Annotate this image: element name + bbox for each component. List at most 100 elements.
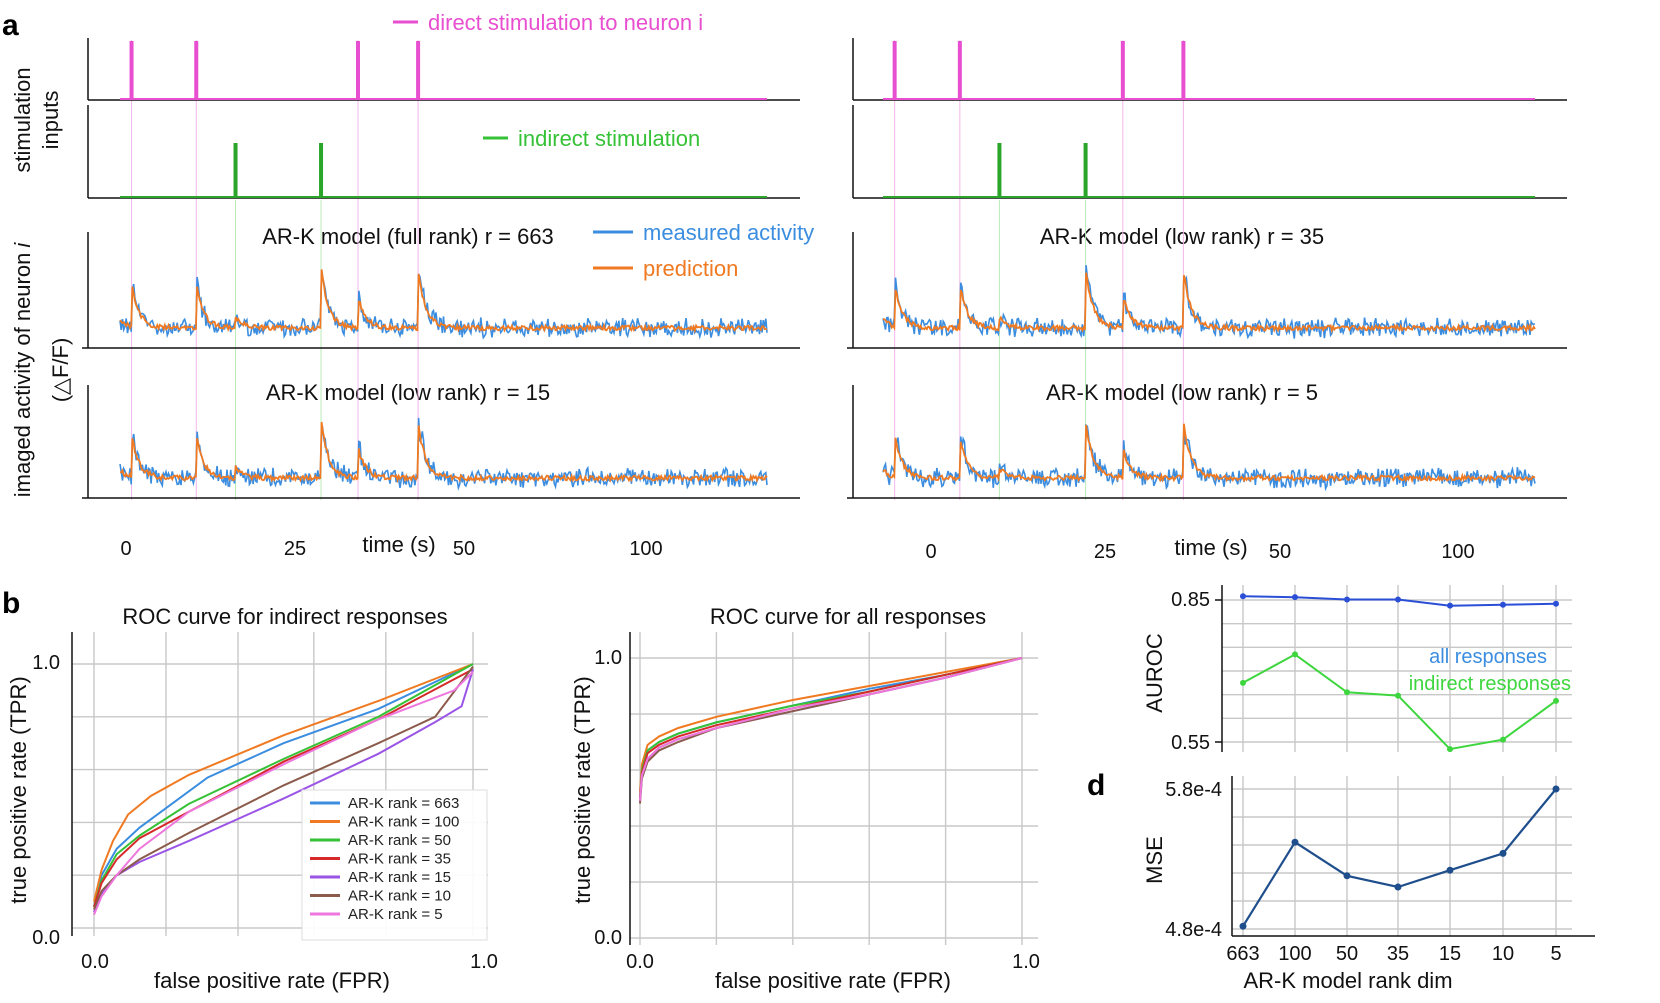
panel-b-label: b (2, 587, 20, 620)
panel-d: d 5.8e-4 4.8e-4 MSE AR-K model rank dim … (1087, 769, 1595, 993)
mse-xtick: 15 (1439, 943, 1461, 965)
title-r35: AR-K model (low rank) r = 35 (1040, 224, 1324, 249)
mse-ytick-top: 5.8e-4 (1165, 779, 1222, 801)
auroc-point (1292, 594, 1298, 601)
roc-indirect-ylabel: true positive rate (TPR) (6, 676, 31, 903)
roc-legend-label: AR-K rank = 35 (348, 851, 451, 868)
panel-c: 0.85 0.55 AUROC all responses indirect r… (1142, 585, 1572, 754)
auroc-point (1292, 651, 1298, 658)
activity-traces (82, 232, 1567, 499)
roc-all-xtick-right: 1.0 (1012, 951, 1040, 973)
roc-curve-10 (93, 665, 474, 910)
mse-xtick: 50 (1336, 943, 1358, 965)
mse-ylabel: MSE (1142, 836, 1167, 884)
roc-legend-label: AR-K rank = 663 (348, 795, 459, 812)
roc-all-ytick-top: 1.0 (594, 647, 622, 669)
auroc-legend-indirect: indirect responses (1409, 673, 1571, 695)
roc-all-ytick-bottom: 0.0 (594, 927, 622, 949)
roc-indirect-ytick-bottom: 0.0 (32, 927, 60, 949)
indirect-stim-trace (120, 143, 767, 198)
title-r15: AR-K model (low rank) r = 15 (266, 380, 550, 405)
auroc-legend-all: all responses (1429, 646, 1547, 668)
panel-a: a stimulation inputs imaged activity of … (2, 9, 1567, 563)
auroc-point (1344, 689, 1350, 696)
mse-line (1242, 788, 1557, 927)
prediction-trace (120, 421, 768, 484)
prediction-trace (882, 423, 1536, 484)
mse-point (1499, 849, 1507, 857)
stimulus-traces (87, 38, 1567, 500)
auroc-point (1395, 692, 1401, 699)
auroc-point (1500, 736, 1506, 743)
roc-curve-100 (93, 663, 474, 902)
auroc-point (1553, 697, 1559, 704)
auroc-point (1240, 593, 1246, 600)
stim-ylabel-line2: inputs (38, 91, 63, 150)
roc-legend-label: AR-K rank = 50 (348, 832, 451, 849)
mse-xtick: 10 (1492, 943, 1514, 965)
direct-stim-trace (120, 41, 767, 100)
roc-indirect-xlabel: false positive rate (FPR) (154, 968, 390, 993)
roc-indirect-xtick-right: 1.0 (470, 951, 498, 973)
mse-point (1239, 922, 1247, 930)
mse-xtick: 100 (1278, 943, 1311, 965)
roc-all-xtick-left: 0.0 (626, 951, 654, 973)
roc-curve-5 (93, 671, 474, 916)
mse-plot (1231, 776, 1595, 937)
roc-indirect-ytick-top: 1.0 (32, 652, 60, 674)
xtick-left-100: 100 (629, 538, 662, 560)
auroc-plot (1215, 585, 1572, 753)
title-r5: AR-K model (low rank) r = 5 (1046, 380, 1318, 405)
roc-all-xlabel: false positive rate (FPR) (715, 968, 951, 993)
auroc-point (1344, 596, 1350, 603)
auroc-point (1447, 746, 1453, 753)
legend-indirect-label: indirect stimulation (518, 126, 700, 151)
panel-a-label: a (2, 9, 19, 42)
xtick-left-25: 25 (284, 538, 306, 560)
roc-legend-label: AR-K rank = 5 (348, 906, 443, 923)
mse-xtick: 35 (1387, 943, 1409, 965)
roc-all-ylabel: true positive rate (TPR) (570, 676, 595, 903)
measured-activity-trace (882, 423, 1536, 492)
roc-curve-5 (639, 657, 1023, 801)
legend-direct-label: direct stimulation to neuron i (428, 10, 703, 35)
xtick-right-100: 100 (1441, 541, 1474, 563)
auroc-line-indirect-responses (1242, 653, 1557, 751)
prediction-trace (119, 269, 768, 334)
roc-all-plot (629, 632, 1038, 945)
mse-point (1446, 866, 1454, 874)
xlabel-right: time (s) (1174, 535, 1247, 560)
measured-activity-trace (119, 417, 768, 491)
roc-curve-50 (639, 657, 1023, 799)
panel-b: b ROC curve for indirect responses 1.0 0… (2, 587, 1040, 993)
roc-indirect-title: ROC curve for indirect responses (122, 604, 447, 629)
indirect-stim-trace (883, 143, 1535, 198)
roc-all-title: ROC curve for all responses (710, 604, 986, 629)
roc-indirect-xtick-left: 0.0 (81, 951, 109, 973)
xtick-left-0: 0 (120, 538, 131, 560)
xtick-right-25: 25 (1094, 541, 1116, 563)
mse-xlabel: AR-K model rank dim (1243, 968, 1452, 993)
xlabel-left: time (s) (362, 532, 435, 557)
stim-ylabel-line1: stimulation (10, 67, 35, 172)
title-full-rank: AR-K model (full rank) r = 663 (262, 224, 554, 249)
auroc-point (1395, 596, 1401, 603)
roc-curve-50 (93, 663, 474, 908)
mse-xtick: 5 (1550, 943, 1561, 965)
prediction-trace (882, 272, 1536, 334)
roc-legend-label: AR-K rank = 10 (348, 888, 451, 905)
roc-legend-label: AR-K rank = 15 (348, 869, 451, 886)
mse-point (1394, 883, 1402, 891)
activity-ylabel-units: (△F/F) (48, 338, 73, 403)
xtick-right-0: 0 (925, 541, 936, 563)
legend-prediction-label: prediction (643, 256, 738, 281)
roc-curve-15 (639, 657, 1023, 801)
direct-stim-trace (883, 41, 1535, 100)
auroc-point (1553, 600, 1559, 607)
roc-legend-label: AR-K rank = 100 (348, 814, 459, 831)
legend-measured-label: measured activity (643, 220, 814, 245)
activity-ylabel: imaged activity of neuroni (10, 242, 35, 498)
roc-curve-100 (639, 657, 1023, 793)
mse-point (1552, 785, 1560, 793)
